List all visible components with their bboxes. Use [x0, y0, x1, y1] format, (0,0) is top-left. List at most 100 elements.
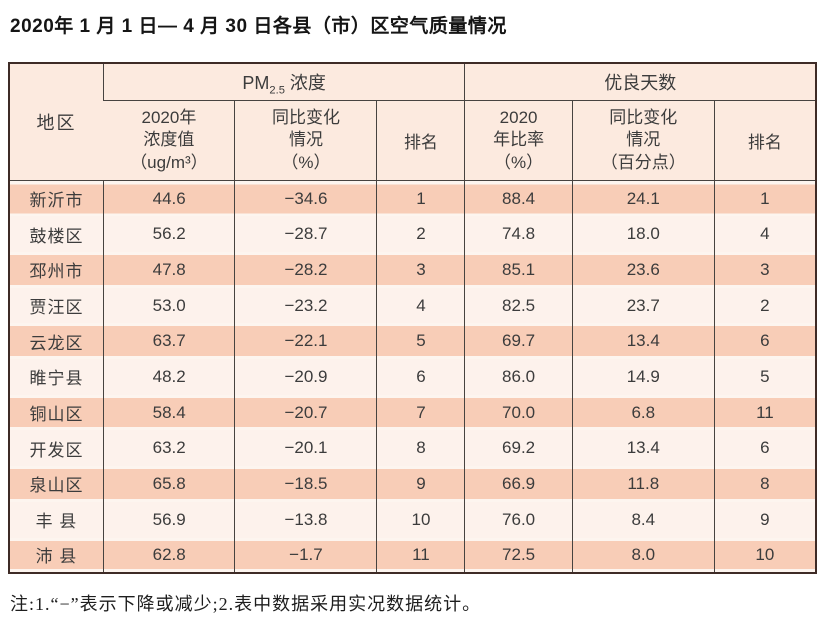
- pm-rank-cell: 9: [376, 466, 465, 502]
- ratio-change-cell: 6.8: [571, 394, 715, 431]
- region-cell: 丰 县: [9, 501, 104, 538]
- pm-value-cell: 48.2: [102, 359, 235, 395]
- pm-rank-cell: 1: [376, 180, 465, 217]
- table-row: 丰 县 56.9 −13.8 10 76.0 8.4 9: [9, 501, 816, 538]
- pm-rank-cell: 5: [376, 323, 465, 360]
- pm-change-cell: −20.7: [234, 394, 377, 431]
- ratio-cell: 88.4: [464, 180, 573, 217]
- ratio-cell: 66.9: [464, 466, 573, 502]
- region-cell: 沛 县: [9, 537, 104, 574]
- ratio-rank-cell: 4: [713, 216, 816, 253]
- pm-value-cell: 53.0: [102, 287, 235, 324]
- table-row: 邳州市 47.8 −28.2 3 85.1 23.6 3: [9, 252, 816, 288]
- pm-rank-cell: 7: [376, 394, 465, 431]
- pm-value-cell: 65.8: [102, 466, 235, 502]
- header-region: 地区: [9, 62, 104, 182]
- region-cell: 新沂市: [9, 180, 104, 217]
- ratio-change-cell: 11.8: [571, 466, 715, 502]
- table-row: 新沂市 44.6 −34.6 1 88.4 24.1 1: [9, 180, 816, 217]
- header-ratio: 2020 年比率 （%）: [464, 100, 573, 182]
- ratio-change-cell: 23.6: [571, 252, 715, 288]
- ratio-cell: 86.0: [464, 359, 573, 395]
- ratio-change-cell: 14.9: [571, 359, 715, 395]
- pm-rank-cell: 10: [376, 501, 465, 538]
- footnote: 注:1.“−”表示下降或减少;2.表中数据采用实况数据统计。: [10, 594, 482, 615]
- pm-value-cell: 56.2: [102, 216, 235, 253]
- pm-change-cell: −28.7: [234, 216, 377, 253]
- pm-rank-cell: 4: [376, 287, 465, 324]
- ratio-cell: 74.8: [464, 216, 573, 253]
- header-ratio-change: 同比变化 情况 （百分点）: [571, 100, 715, 182]
- table-row: 泉山区 65.8 −18.5 9 66.9 11.8 8: [9, 466, 816, 502]
- ratio-cell: 72.5: [464, 537, 573, 574]
- region-cell: 泉山区: [9, 466, 104, 502]
- pm-rank-cell: 8: [376, 430, 465, 467]
- header-group-good-days: 优良天数: [464, 62, 816, 102]
- pm-change-cell: −20.9: [234, 359, 377, 395]
- header-group-pm25: PM2.5 浓度: [102, 62, 465, 102]
- ratio-rank-cell: 5: [713, 359, 816, 395]
- region-cell: 云龙区: [9, 323, 104, 360]
- pm-change-cell: −20.1: [234, 430, 377, 467]
- table-row: 开发区 63.2 −20.1 8 69.2 13.4 6: [9, 430, 816, 467]
- pm25-label: PM2.5 浓度: [242, 72, 326, 97]
- table-row: 铜山区 58.4 −20.7 7 70.0 6.8 11: [9, 394, 816, 431]
- pm-value-cell: 44.6: [102, 180, 235, 217]
- ratio-cell: 69.7: [464, 323, 573, 360]
- ratio-rank-cell: 3: [713, 252, 816, 288]
- header-ratio-rank: 排名: [713, 100, 816, 182]
- region-cell: 邳州市: [9, 252, 104, 288]
- region-cell: 鼓楼区: [9, 216, 104, 253]
- table-row: 鼓楼区 56.2 −28.7 2 74.8 18.0 4: [9, 216, 816, 253]
- ratio-rank-cell: 11: [713, 394, 816, 431]
- ratio-cell: 85.1: [464, 252, 573, 288]
- ratio-change-cell: 23.7: [571, 287, 715, 324]
- header-pm-change: 同比变化 情况 （%）: [234, 100, 377, 182]
- ratio-cell: 69.2: [464, 430, 573, 467]
- ratio-rank-cell: 1: [713, 180, 816, 217]
- ratio-cell: 76.0: [464, 501, 573, 538]
- header-sub-row: 2020年 浓度值 （ug/m³） 同比变化 情况 （%） 排名 2020 年比…: [9, 100, 816, 182]
- pm-value-cell: 63.2: [102, 430, 235, 467]
- pm-rank-cell: 3: [376, 252, 465, 288]
- ratio-rank-cell: 6: [713, 430, 816, 467]
- pm-value-cell: 62.8: [102, 537, 235, 574]
- ratio-change-cell: 8.4: [571, 501, 715, 538]
- ratio-rank-cell: 2: [713, 287, 816, 324]
- ratio-rank-cell: 6: [713, 323, 816, 360]
- pm-rank-cell: 6: [376, 359, 465, 395]
- page-title: 2020年 1 月 1 日— 4 月 30 日各县（市）区空气质量情况: [10, 16, 507, 37]
- ratio-change-cell: 13.4: [571, 323, 715, 360]
- air-quality-table: 地区 PM2.5 浓度 优良天数 2020年 浓度值 （ug/m³） 同比变化 …: [8, 61, 817, 575]
- pm-rank-cell: 11: [376, 537, 465, 574]
- ratio-change-cell: 24.1: [571, 180, 715, 217]
- pm-rank-cell: 2: [376, 216, 465, 253]
- header-pm-rank: 排名: [376, 100, 465, 182]
- pm-change-cell: −1.7: [234, 537, 377, 574]
- ratio-rank-cell: 8: [713, 466, 816, 502]
- pm-value-cell: 47.8: [102, 252, 235, 288]
- pm-change-cell: −34.6: [234, 180, 377, 217]
- header-pm-value: 2020年 浓度值 （ug/m³）: [103, 100, 235, 182]
- ratio-rank-cell: 10: [713, 537, 816, 574]
- ratio-rank-cell: 9: [713, 501, 816, 538]
- ratio-change-cell: 13.4: [571, 430, 715, 467]
- pm-change-cell: −13.8: [234, 501, 377, 538]
- pm-value-cell: 63.7: [102, 323, 235, 360]
- ratio-cell: 70.0: [464, 394, 573, 431]
- region-cell: 铜山区: [9, 394, 104, 431]
- table-row: 云龙区 63.7 −22.1 5 69.7 13.4 6: [9, 323, 816, 360]
- pm-change-cell: −28.2: [234, 252, 377, 288]
- pm-change-cell: −22.1: [234, 323, 377, 360]
- pm-value-cell: 58.4: [102, 394, 235, 431]
- ratio-change-cell: 8.0: [571, 537, 715, 574]
- region-cell: 贾汪区: [9, 287, 104, 324]
- pm-change-cell: −23.2: [234, 287, 377, 324]
- pm-change-cell: −18.5: [234, 466, 377, 502]
- region-cell: 睢宁县: [9, 359, 104, 395]
- pm-value-cell: 56.9: [102, 501, 235, 538]
- header-group-row: 地区 PM2.5 浓度 优良天数: [9, 62, 816, 182]
- table-row: 贾汪区 53.0 −23.2 4 82.5 23.7 2: [9, 287, 816, 324]
- table-row: 沛 县 62.8 −1.7 11 72.5 8.0 10: [9, 537, 816, 574]
